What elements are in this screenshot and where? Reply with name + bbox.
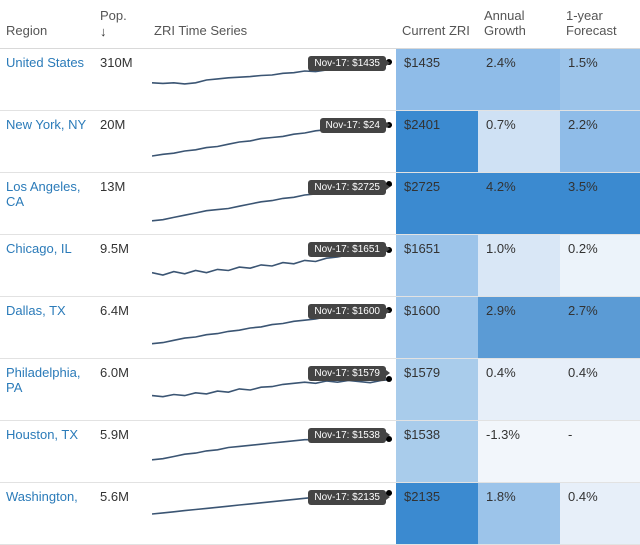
region-link[interactable]: United States <box>0 49 94 111</box>
region-link[interactable]: Philadelphia, PA <box>0 359 94 421</box>
sparkline-cell[interactable]: Nov-17: $1600 <box>148 297 396 359</box>
zri-value: $1579 <box>396 359 478 421</box>
sparkline-tooltip: Nov-17: $2135 <box>308 490 386 505</box>
col-growth-label: Annual Growth <box>484 8 526 38</box>
growth-value: 2.4% <box>478 49 560 111</box>
table-row: Los Angeles, CA13M Nov-17: $2725 $27254.2%… <box>0 173 640 235</box>
region-link[interactable]: Washington, <box>0 483 94 545</box>
col-forecast-label: 1-year Forecast <box>566 8 617 38</box>
col-pop-label: Pop. <box>100 8 127 23</box>
sparkline: Nov-17: $1600 <box>152 300 392 356</box>
col-region[interactable]: Region <box>0 0 94 49</box>
pop-value: 9.5M <box>94 235 148 297</box>
table-row: Chicago, IL9.5M Nov-17: $1651 $16511.0%0.2… <box>0 235 640 297</box>
zri-value: $1600 <box>396 297 478 359</box>
forecast-value: - <box>560 421 640 483</box>
forecast-value: 0.4% <box>560 359 640 421</box>
table-row: Houston, TX5.9M Nov-17: $1538 $1538-1.3%- <box>0 421 640 483</box>
sparkline-end-dot <box>386 376 392 382</box>
col-region-label: Region <box>6 23 47 38</box>
forecast-value: 0.2% <box>560 235 640 297</box>
growth-value: 0.7% <box>478 111 560 173</box>
sparkline-cell[interactable]: Nov-17: $1435 <box>148 49 396 111</box>
zri-value: $1538 <box>396 421 478 483</box>
sparkline-cell[interactable]: Nov-17: $24 <box>148 111 396 173</box>
pop-value: 20M <box>94 111 148 173</box>
pop-value: 310M <box>94 49 148 111</box>
sparkline-tooltip: Nov-17: $2725 <box>308 180 386 195</box>
forecast-value: 1.5% <box>560 49 640 111</box>
table-row: New York, NY20M Nov-17: $24 $24010.7%2.2% <box>0 111 640 173</box>
growth-value: 1.0% <box>478 235 560 297</box>
region-link[interactable]: Chicago, IL <box>0 235 94 297</box>
sparkline-cell[interactable]: Nov-17: $1651 <box>148 235 396 297</box>
sparkline: Nov-17: $1579 <box>152 362 392 418</box>
sparkline-tooltip: Nov-17: $1579 <box>308 366 386 381</box>
pop-value: 5.6M <box>94 483 148 545</box>
sparkline: Nov-17: $1651 <box>152 238 392 294</box>
region-link[interactable]: Los Angeles, CA <box>0 173 94 235</box>
sparkline-cell[interactable]: Nov-17: $2135 <box>148 483 396 545</box>
col-growth[interactable]: Annual Growth <box>478 0 560 49</box>
growth-value: 2.9% <box>478 297 560 359</box>
table-row: Washington,5.6M Nov-17: $2135 $21351.8%0.4… <box>0 483 640 545</box>
header-row: Region Pop. ↓ ZRI Time Series Current ZR… <box>0 0 640 49</box>
sort-desc-icon: ↓ <box>100 25 142 38</box>
sparkline: Nov-17: $1435 <box>152 52 392 108</box>
forecast-value: 2.2% <box>560 111 640 173</box>
region-link[interactable]: Dallas, TX <box>0 297 94 359</box>
growth-value: 0.4% <box>478 359 560 421</box>
table-row: Dallas, TX6.4M Nov-17: $1600 $16002.9%2.7% <box>0 297 640 359</box>
sparkline: Nov-17: $24 <box>152 114 392 170</box>
sparkline: Nov-17: $2135 <box>152 486 392 542</box>
col-series-label: ZRI Time Series <box>154 23 247 38</box>
zri-table: Region Pop. ↓ ZRI Time Series Current ZR… <box>0 0 640 545</box>
forecast-value: 2.7% <box>560 297 640 359</box>
sparkline: Nov-17: $2725 <box>152 176 392 232</box>
col-zri[interactable]: Current ZRI <box>396 0 478 49</box>
zri-value: $1435 <box>396 49 478 111</box>
sparkline-tooltip: Nov-17: $1651 <box>308 242 386 257</box>
region-link[interactable]: Houston, TX <box>0 421 94 483</box>
growth-value: -1.3% <box>478 421 560 483</box>
pop-value: 13M <box>94 173 148 235</box>
forecast-value: 3.5% <box>560 173 640 235</box>
growth-value: 1.8% <box>478 483 560 545</box>
col-zri-label: Current ZRI <box>402 23 470 38</box>
zri-value: $1651 <box>396 235 478 297</box>
col-forecast[interactable]: 1-year Forecast <box>560 0 640 49</box>
sparkline-cell[interactable]: Nov-17: $1579 <box>148 359 396 421</box>
zri-value: $2401 <box>396 111 478 173</box>
sparkline-tooltip: Nov-17: $1538 <box>308 428 386 443</box>
sparkline-cell[interactable]: Nov-17: $1538 <box>148 421 396 483</box>
zri-value: $2725 <box>396 173 478 235</box>
sparkline-tooltip: Nov-17: $1435 <box>308 56 386 71</box>
table-row: Philadelphia, PA6.0MNov-17: $1579$15790.… <box>0 359 640 421</box>
region-link[interactable]: New York, NY <box>0 111 94 173</box>
forecast-value: 0.4% <box>560 483 640 545</box>
pop-value: 6.4M <box>94 297 148 359</box>
sparkline-tooltip: Nov-17: $1600 <box>308 304 386 319</box>
col-pop[interactable]: Pop. ↓ <box>94 0 148 49</box>
sparkline: Nov-17: $1538 <box>152 424 392 480</box>
growth-value: 4.2% <box>478 173 560 235</box>
pop-value: 5.9M <box>94 421 148 483</box>
sparkline-tooltip: Nov-17: $24 <box>320 118 386 133</box>
table-row: United States310M Nov-17: $1435 $14352.4%1… <box>0 49 640 111</box>
zri-value: $2135 <box>396 483 478 545</box>
pop-value: 6.0M <box>94 359 148 421</box>
sparkline-cell[interactable]: Nov-17: $2725 <box>148 173 396 235</box>
col-series[interactable]: ZRI Time Series <box>148 0 396 49</box>
